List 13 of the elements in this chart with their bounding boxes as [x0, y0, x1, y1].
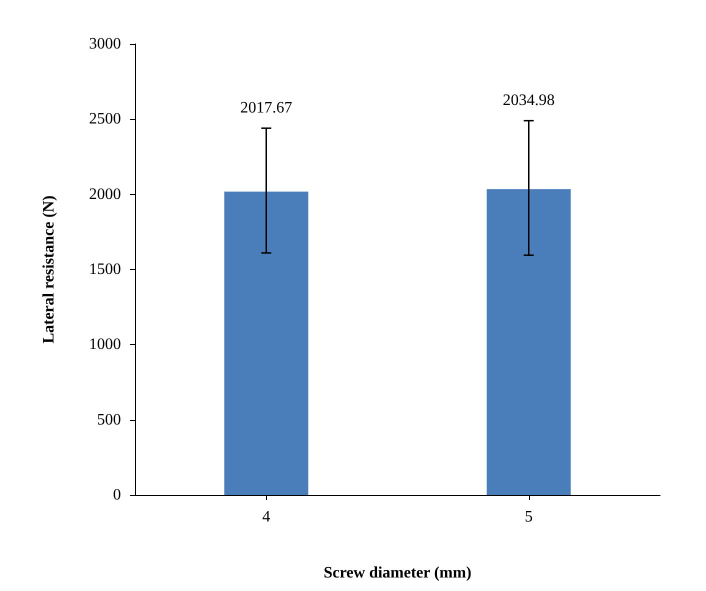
y-tick-label: 500: [97, 411, 121, 428]
x-axis-title: Screw diameter (mm): [324, 564, 472, 582]
y-tick-label: 0: [113, 486, 121, 504]
y-axis-title: Lateral resistance (N): [40, 195, 58, 344]
y-tick-label: 2500: [89, 110, 121, 128]
x-tick-label: 5: [524, 508, 533, 526]
y-tick-label: 2000: [89, 186, 121, 203]
annotation: 2034.98: [502, 92, 555, 110]
x-tick-label: 4: [262, 508, 270, 526]
annotation: 2017.67: [240, 100, 292, 117]
y-tick-label: 3000: [89, 36, 121, 52]
y-tick-label: 1500: [89, 261, 121, 278]
y-tick-label: 1000: [89, 336, 121, 354]
